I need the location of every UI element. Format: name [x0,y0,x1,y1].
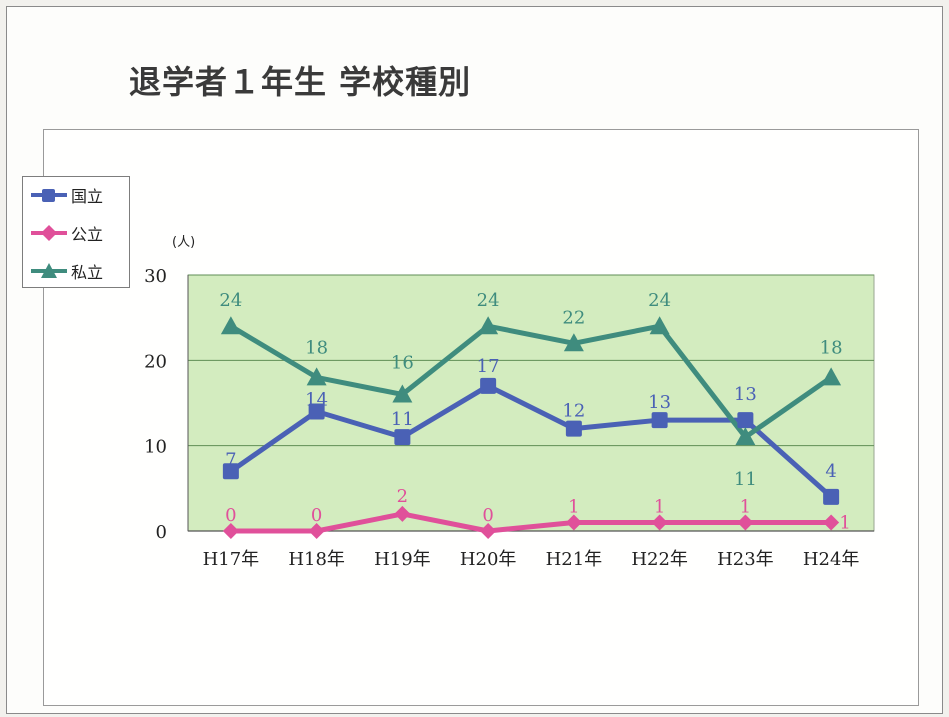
x-tick-label: H17年 [203,549,260,570]
data-point-diamond [394,505,411,522]
y-tick-label: 30 [144,266,167,287]
data-point-triangle [478,316,499,335]
data-point-square [480,377,497,394]
y-tick-label: 10 [144,437,167,458]
legend-label: 公立 [71,225,104,244]
data-label: 17 [477,356,500,377]
series-line-2 [228,511,834,534]
data-point-diamond [308,523,325,539]
data-label: 11 [734,469,757,490]
data-point-triangle [821,367,842,386]
data-label: 16 [391,352,414,373]
data-label: 4 [825,461,836,482]
legend-marker-triangle-icon [31,263,67,278]
data-point-triangle [306,367,327,386]
data-label: 0 [311,505,322,526]
data-label: 7 [225,449,236,470]
x-tick-label: H21年 [546,549,603,570]
x-tick-label: H24年 [803,549,860,570]
data-point-triangle [392,384,413,403]
data-point-square [394,429,411,446]
data-point-diamond [565,514,582,531]
data-label: 11 [391,409,414,430]
data-point-triangle [649,316,670,335]
data-label: 18 [305,337,328,358]
legend-item-kouritsu: 公立 [29,223,104,244]
data-point-square [222,463,239,480]
data-label: 13 [648,392,671,413]
data-point-square [737,412,754,429]
data-label: 13 [734,384,757,405]
x-tick-label: H19年 [374,549,431,570]
data-point-square [823,488,840,505]
data-label: 18 [820,337,843,358]
page-title: 退学者１年生 学校種別 [129,63,472,101]
data-label: 2 [397,486,408,507]
chart-legend: 国立 公立 私立 [22,176,130,288]
data-point-square [651,412,668,429]
legend-marker-diamond-icon [31,225,67,241]
series-line-3 [228,323,834,440]
data-label: 1 [568,496,579,517]
data-label: 0 [482,505,493,526]
data-label: 0 [225,505,236,526]
data-label: 24 [219,290,242,311]
data-point-triangle [220,316,241,335]
y-unit-label: (人) [172,235,195,250]
data-point-diamond [480,523,497,539]
data-label: 22 [562,307,585,328]
legend-label: 国立 [71,187,104,206]
data-point-diamond [222,523,239,539]
data-point-diamond [823,514,840,531]
data-label: 24 [648,290,671,311]
data-point-square [565,420,582,437]
legend-item-shiritsu: 私立 [29,261,104,282]
data-label: 1 [740,496,751,517]
data-point-square [308,403,325,420]
plot-area [187,274,875,532]
y-tick-label: 0 [156,522,167,543]
legend-item-kokuritsu: 国立 [29,185,104,206]
data-label: 14 [305,390,328,411]
data-point-triangle [735,427,756,446]
y-tick-label: 20 [144,351,167,372]
x-tick-label: H20年 [460,549,517,570]
x-tick-label: H22年 [631,549,688,570]
x-tick-label: H23年 [717,549,774,570]
x-tick-label: H18年 [288,549,345,570]
legend-marker-square-icon [31,189,67,202]
data-label: 1 [839,512,850,533]
data-label: 1 [654,496,665,517]
legend-label: 私立 [71,263,104,282]
data-label: 24 [477,290,500,311]
data-point-diamond [737,514,754,531]
data-point-diamond [651,514,668,531]
data-point-triangle [563,333,584,352]
data-label: 12 [562,401,585,422]
